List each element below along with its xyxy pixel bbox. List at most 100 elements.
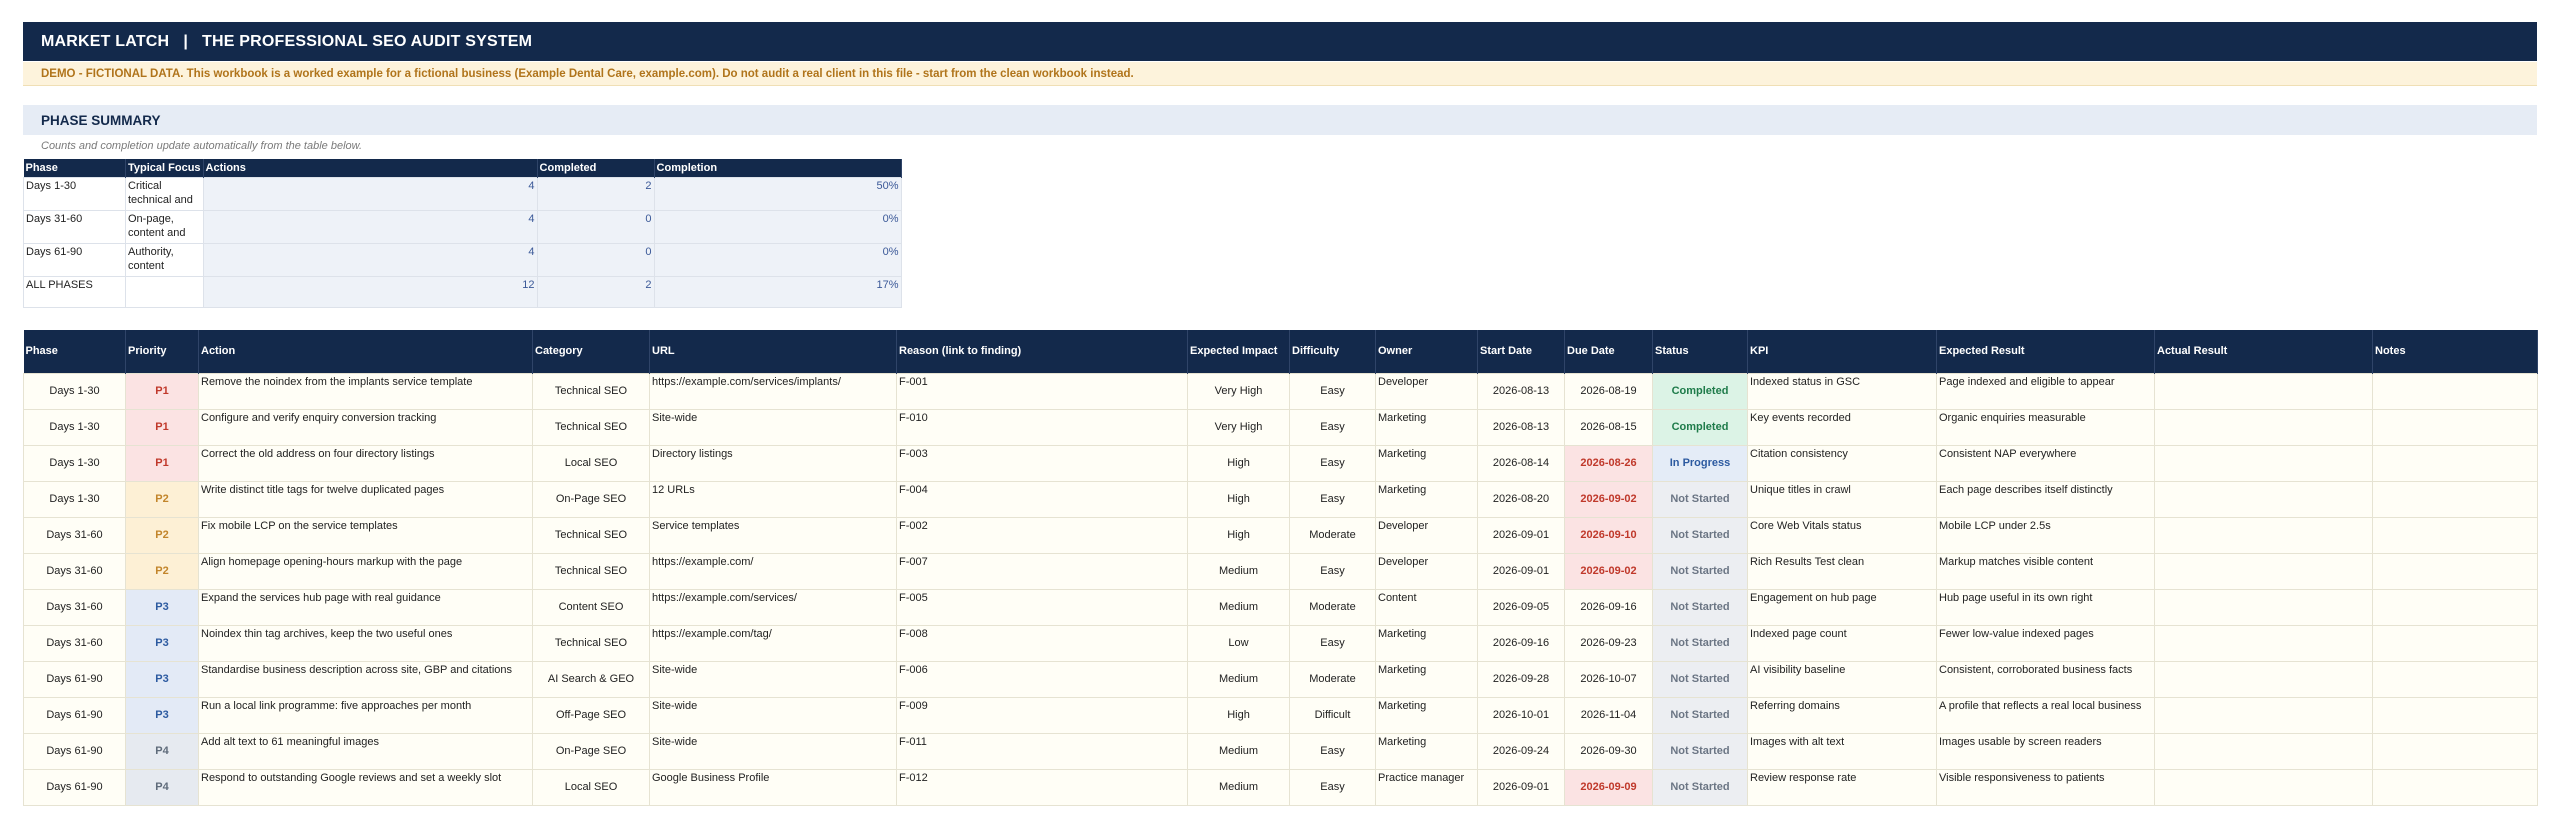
cell-start[interactable]: 2026-09-05 xyxy=(1477,588,1565,626)
cell-difficulty[interactable]: Moderate xyxy=(1289,660,1376,698)
summary-cell-focus[interactable] xyxy=(125,275,204,308)
cell-url[interactable]: 12 URLs xyxy=(649,480,897,518)
cell-start[interactable]: 2026-09-16 xyxy=(1477,624,1565,662)
cell-difficulty[interactable]: Easy xyxy=(1289,408,1376,446)
cell-difficulty[interactable]: Easy xyxy=(1289,444,1376,482)
summary-cell-focus[interactable]: Critical technical and xyxy=(125,176,204,211)
summary-cell-completion[interactable]: 0% xyxy=(653,242,902,277)
cell-start[interactable]: 2026-09-24 xyxy=(1477,732,1565,770)
cell-notes[interactable] xyxy=(2372,552,2538,590)
cell-phase[interactable]: Days 1-30 xyxy=(23,372,126,410)
summary-column-header[interactable]: Phase xyxy=(23,159,126,177)
summary-column-header[interactable]: Completion xyxy=(654,159,902,177)
cell-url[interactable]: Site-wide xyxy=(649,696,897,734)
cell-url[interactable]: Site-wide xyxy=(649,660,897,698)
cell-expected[interactable]: Images usable by screen readers xyxy=(1936,732,2155,770)
cell-start[interactable]: 2026-08-20 xyxy=(1477,480,1565,518)
cell-category[interactable]: Technical SEO xyxy=(532,552,650,590)
action-column-header[interactable]: Reason (link to finding) xyxy=(896,330,1188,373)
cell-start[interactable]: 2026-08-14 xyxy=(1477,444,1565,482)
summary-cell-completed[interactable]: 0 xyxy=(536,242,655,277)
cell-url[interactable]: Site-wide xyxy=(649,732,897,770)
cell-phase[interactable]: Days 61-90 xyxy=(23,732,126,770)
cell-start[interactable]: 2026-09-01 xyxy=(1477,516,1565,554)
cell-impact[interactable]: Very High xyxy=(1187,372,1290,410)
cell-actual[interactable] xyxy=(2154,732,2373,770)
action-column-header[interactable]: Actual Result xyxy=(2154,330,2373,373)
summary-column-header[interactable]: Actions xyxy=(203,159,538,177)
cell-due[interactable]: 2026-10-07 xyxy=(1564,660,1653,698)
cell-owner[interactable]: Developer xyxy=(1375,516,1478,554)
cell-reason[interactable]: F-003 xyxy=(896,444,1188,482)
cell-reason[interactable]: F-001 xyxy=(896,372,1188,410)
cell-owner[interactable]: Marketing xyxy=(1375,480,1478,518)
cell-action[interactable]: Standardise business description across … xyxy=(198,660,533,698)
cell-actual[interactable] xyxy=(2154,372,2373,410)
cell-start[interactable]: 2026-09-28 xyxy=(1477,660,1565,698)
cell-notes[interactable] xyxy=(2372,624,2538,662)
cell-difficulty[interactable]: Difficult xyxy=(1289,696,1376,734)
summary-cell-actions[interactable]: 4 xyxy=(202,242,538,277)
cell-start[interactable]: 2026-08-13 xyxy=(1477,408,1565,446)
cell-kpi[interactable]: AI visibility baseline xyxy=(1747,660,1937,698)
cell-priority[interactable]: P3 xyxy=(125,660,199,698)
action-column-header[interactable]: Category xyxy=(532,330,650,373)
cell-kpi[interactable]: Engagement on hub page xyxy=(1747,588,1937,626)
cell-status[interactable]: Completed xyxy=(1652,408,1748,446)
cell-category[interactable]: Local SEO xyxy=(532,444,650,482)
cell-due[interactable]: 2026-11-04 xyxy=(1564,696,1653,734)
cell-difficulty[interactable]: Easy xyxy=(1289,732,1376,770)
cell-url[interactable]: Directory listings xyxy=(649,444,897,482)
action-column-header[interactable]: Phase xyxy=(23,330,126,373)
cell-phase[interactable]: Days 1-30 xyxy=(23,408,126,446)
cell-reason[interactable]: F-011 xyxy=(896,732,1188,770)
cell-status[interactable]: In Progress xyxy=(1652,444,1748,482)
cell-priority[interactable]: P3 xyxy=(125,624,199,662)
cell-category[interactable]: On-Page SEO xyxy=(532,480,650,518)
cell-action[interactable]: Configure and verify enquiry conversion … xyxy=(198,408,533,446)
cell-priority[interactable]: P2 xyxy=(125,516,199,554)
cell-reason[interactable]: F-004 xyxy=(896,480,1188,518)
cell-expected[interactable]: Markup matches visible content xyxy=(1936,552,2155,590)
cell-actual[interactable] xyxy=(2154,768,2373,806)
cell-status[interactable]: Not Started xyxy=(1652,480,1748,518)
cell-notes[interactable] xyxy=(2372,660,2538,698)
cell-action[interactable]: Correct the old address on four director… xyxy=(198,444,533,482)
summary-cell-completion[interactable]: 50% xyxy=(653,176,902,211)
summary-cell-actions[interactable]: 4 xyxy=(202,176,538,211)
cell-impact[interactable]: Low xyxy=(1187,624,1290,662)
summary-cell-completion[interactable]: 17% xyxy=(653,275,902,308)
cell-action[interactable]: Remove the noindex from the implants ser… xyxy=(198,372,533,410)
cell-status[interactable]: Not Started xyxy=(1652,660,1748,698)
cell-difficulty[interactable]: Easy xyxy=(1289,552,1376,590)
cell-owner[interactable]: Marketing xyxy=(1375,732,1478,770)
cell-actual[interactable] xyxy=(2154,408,2373,446)
cell-reason[interactable]: F-010 xyxy=(896,408,1188,446)
cell-kpi[interactable]: Referring domains xyxy=(1747,696,1937,734)
cell-expected[interactable]: Consistent NAP everywhere xyxy=(1936,444,2155,482)
cell-impact[interactable]: Medium xyxy=(1187,660,1290,698)
cell-category[interactable]: AI Search & GEO xyxy=(532,660,650,698)
cell-actual[interactable] xyxy=(2154,588,2373,626)
cell-action[interactable]: Align homepage opening-hours markup with… xyxy=(198,552,533,590)
cell-notes[interactable] xyxy=(2372,696,2538,734)
cell-status[interactable]: Not Started xyxy=(1652,516,1748,554)
cell-start[interactable]: 2026-08-13 xyxy=(1477,372,1565,410)
cell-owner[interactable]: Developer xyxy=(1375,552,1478,590)
cell-category[interactable]: Content SEO xyxy=(532,588,650,626)
cell-actual[interactable] xyxy=(2154,480,2373,518)
cell-phase[interactable]: Days 31-60 xyxy=(23,552,126,590)
cell-reason[interactable]: F-009 xyxy=(896,696,1188,734)
cell-expected[interactable]: Each page describes itself distinctly xyxy=(1936,480,2155,518)
cell-phase[interactable]: Days 31-60 xyxy=(23,624,126,662)
cell-actual[interactable] xyxy=(2154,444,2373,482)
cell-reason[interactable]: F-012 xyxy=(896,768,1188,806)
cell-notes[interactable] xyxy=(2372,480,2538,518)
cell-expected[interactable]: Organic enquiries measurable xyxy=(1936,408,2155,446)
cell-category[interactable]: Technical SEO xyxy=(532,408,650,446)
cell-difficulty[interactable]: Easy xyxy=(1289,480,1376,518)
cell-expected[interactable]: A profile that reflects a real local bus… xyxy=(1936,696,2155,734)
cell-status[interactable]: Not Started xyxy=(1652,588,1748,626)
cell-phase[interactable]: Days 31-60 xyxy=(23,516,126,554)
cell-expected[interactable]: Fewer low-value indexed pages xyxy=(1936,624,2155,662)
